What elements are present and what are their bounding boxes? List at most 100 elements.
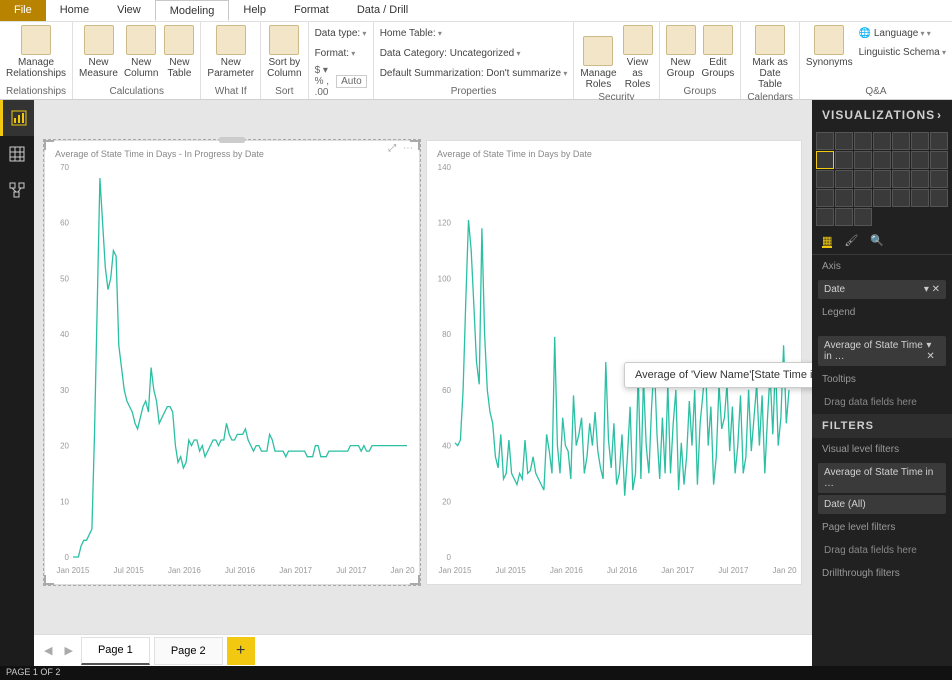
viz-multi-card[interactable] xyxy=(835,189,853,207)
viz-filled-map[interactable] xyxy=(892,170,910,188)
btn-view-as-roles[interactable]: View as Roles xyxy=(623,25,653,90)
svg-text:Jul 2017: Jul 2017 xyxy=(718,566,749,575)
legend-dropzone[interactable] xyxy=(818,326,946,334)
viz-100-column[interactable] xyxy=(911,132,929,150)
svg-text:Jan 2016: Jan 2016 xyxy=(168,566,201,575)
viz-map[interactable] xyxy=(873,170,891,188)
tab-help[interactable]: Help xyxy=(229,0,280,21)
chart-visual-1[interactable]: ⤢ ⋯ Average of State Time in Days - In P… xyxy=(44,140,420,585)
viz-stacked-area[interactable] xyxy=(835,151,853,169)
svg-text:10: 10 xyxy=(60,497,69,506)
btn-new-column[interactable]: New Column xyxy=(124,25,158,79)
dd-default-summarization[interactable]: Default Summarization: Don't summarize xyxy=(380,68,568,79)
tab-home[interactable]: Home xyxy=(46,0,103,21)
page-filters-dropzone[interactable]: Drag data fields here xyxy=(818,541,946,560)
remove-icon[interactable]: ▾ ✕ xyxy=(924,284,940,295)
viz-scatter[interactable] xyxy=(930,151,948,169)
filter-pill-2[interactable]: Date (All) xyxy=(818,495,946,514)
visual-header-icons[interactable]: ⤢ ⋯ xyxy=(388,143,415,154)
viz-clustered-bar[interactable] xyxy=(854,132,872,150)
viz-stacked-column[interactable] xyxy=(835,132,853,150)
tab-datadrill[interactable]: Data / Drill xyxy=(343,0,422,21)
report-canvas[interactable]: ⤢ ⋯ Average of State Time in Days - In P… xyxy=(34,100,812,666)
viz-table[interactable] xyxy=(892,189,910,207)
btn-manage-relationships[interactable]: Manage Relationships xyxy=(6,25,66,79)
fields-tab-icon[interactable]: ▦ xyxy=(822,234,832,248)
format-tab-icon[interactable]: 🖌 xyxy=(844,234,858,248)
page-next[interactable]: ▶ xyxy=(60,644,76,657)
viz-py[interactable] xyxy=(816,208,834,226)
tab-view[interactable]: View xyxy=(103,0,155,21)
btn-new-table[interactable]: New Table xyxy=(164,25,194,79)
dd-home-table[interactable]: Home Table: xyxy=(380,28,442,39)
viz-kpi[interactable] xyxy=(854,189,872,207)
btn-sort-by-column[interactable]: Sort by Column xyxy=(267,25,301,79)
btn-new-group[interactable]: New Group xyxy=(666,25,696,79)
add-page-button[interactable]: + xyxy=(227,637,255,665)
analytics-tab-icon[interactable]: 🔍 xyxy=(870,234,884,248)
group-qa-label: Q&A xyxy=(865,84,886,99)
nav-report[interactable] xyxy=(0,100,34,136)
viz-custom[interactable] xyxy=(854,208,872,226)
viz-matrix[interactable] xyxy=(911,189,929,207)
viz-r[interactable] xyxy=(930,189,948,207)
group-relationships-label: Relationships xyxy=(6,84,66,99)
btn-edit-groups[interactable]: Edit Groups xyxy=(702,25,735,79)
svg-text:30: 30 xyxy=(60,386,69,395)
svg-text:140: 140 xyxy=(438,163,452,172)
remove-icon[interactable]: ▾ ✕ xyxy=(926,340,940,362)
viz-combo2[interactable] xyxy=(873,151,891,169)
viz-donut[interactable] xyxy=(835,170,853,188)
svg-text:0: 0 xyxy=(65,553,70,562)
dd-data-category[interactable]: Data Category: Uncategorized xyxy=(380,48,521,59)
viz-ribbon[interactable] xyxy=(892,151,910,169)
tab-format[interactable]: Format xyxy=(280,0,343,21)
tooltips-dropzone[interactable]: Drag data fields here xyxy=(818,393,946,412)
ribbon: Manage Relationships Relationships New Me… xyxy=(0,22,952,100)
viz-arcgis[interactable] xyxy=(835,208,853,226)
viz-card[interactable] xyxy=(816,189,834,207)
page-tab-1[interactable]: Page 1 xyxy=(81,637,150,665)
btn-new-parameter[interactable]: New Parameter xyxy=(207,25,254,79)
viz-funnel[interactable] xyxy=(911,170,929,188)
resize-handle-icon[interactable] xyxy=(219,137,245,143)
page-tab-2[interactable]: Page 2 xyxy=(154,637,223,665)
axis-field-pill[interactable]: Date▾ ✕ xyxy=(818,280,946,299)
nav-data[interactable] xyxy=(0,136,34,172)
dd-language[interactable]: 🌐 Language xyxy=(859,28,931,39)
page-prev[interactable]: ◀ xyxy=(40,644,56,657)
btn-synonyms[interactable]: Synonyms xyxy=(806,25,853,68)
axis-section: Axis xyxy=(812,255,952,278)
filter-pill-1[interactable]: Average of State Time in … xyxy=(818,463,946,493)
viz-line[interactable] xyxy=(930,132,948,150)
viz-clustered-column[interactable] xyxy=(873,132,891,150)
btn-manage-roles[interactable]: Manage Roles xyxy=(580,36,616,90)
btn-new-measure[interactable]: New Measure xyxy=(79,25,118,79)
viz-combo1[interactable] xyxy=(854,151,872,169)
svg-text:Jul 2016: Jul 2016 xyxy=(607,566,638,575)
viz-pie[interactable] xyxy=(816,170,834,188)
fmt-auto[interactable]: Auto xyxy=(336,75,367,88)
svg-text:Jan 2016: Jan 2016 xyxy=(550,566,583,575)
viz-stacked-bar[interactable] xyxy=(816,132,834,150)
tab-file[interactable]: File xyxy=(0,0,46,21)
fmt-symbols[interactable]: $ ▾ % , .00 xyxy=(315,65,333,98)
chart2-title: Average of State Time in Days by Date xyxy=(427,141,801,161)
viz-gauge[interactable] xyxy=(930,170,948,188)
dd-format[interactable]: Format: xyxy=(315,48,356,59)
viz-treemap[interactable] xyxy=(854,170,872,188)
btn-mark-date-table[interactable]: Mark as Date Table xyxy=(747,25,793,90)
dd-data-type[interactable]: Data type: xyxy=(315,28,367,39)
dd-linguistic-schema[interactable]: Linguistic Schema xyxy=(859,47,946,58)
nav-model[interactable] xyxy=(0,172,34,208)
tab-modeling[interactable]: Modeling xyxy=(155,0,230,21)
svg-text:Jul 2017: Jul 2017 xyxy=(336,566,367,575)
group-sort-label: Sort xyxy=(275,84,293,99)
viz-area[interactable] xyxy=(816,151,834,169)
values-field-pill[interactable]: Average of State Time in …▾ ✕ xyxy=(818,336,946,366)
viz-header[interactable]: VISUALIZATIONS› xyxy=(812,100,952,130)
viz-100-bar[interactable] xyxy=(892,132,910,150)
viz-waterfall[interactable] xyxy=(911,151,929,169)
viz-slicer[interactable] xyxy=(873,189,891,207)
chart1-svg: 010203040506070Jan 2015Jul 2015Jan 2016J… xyxy=(45,161,415,581)
